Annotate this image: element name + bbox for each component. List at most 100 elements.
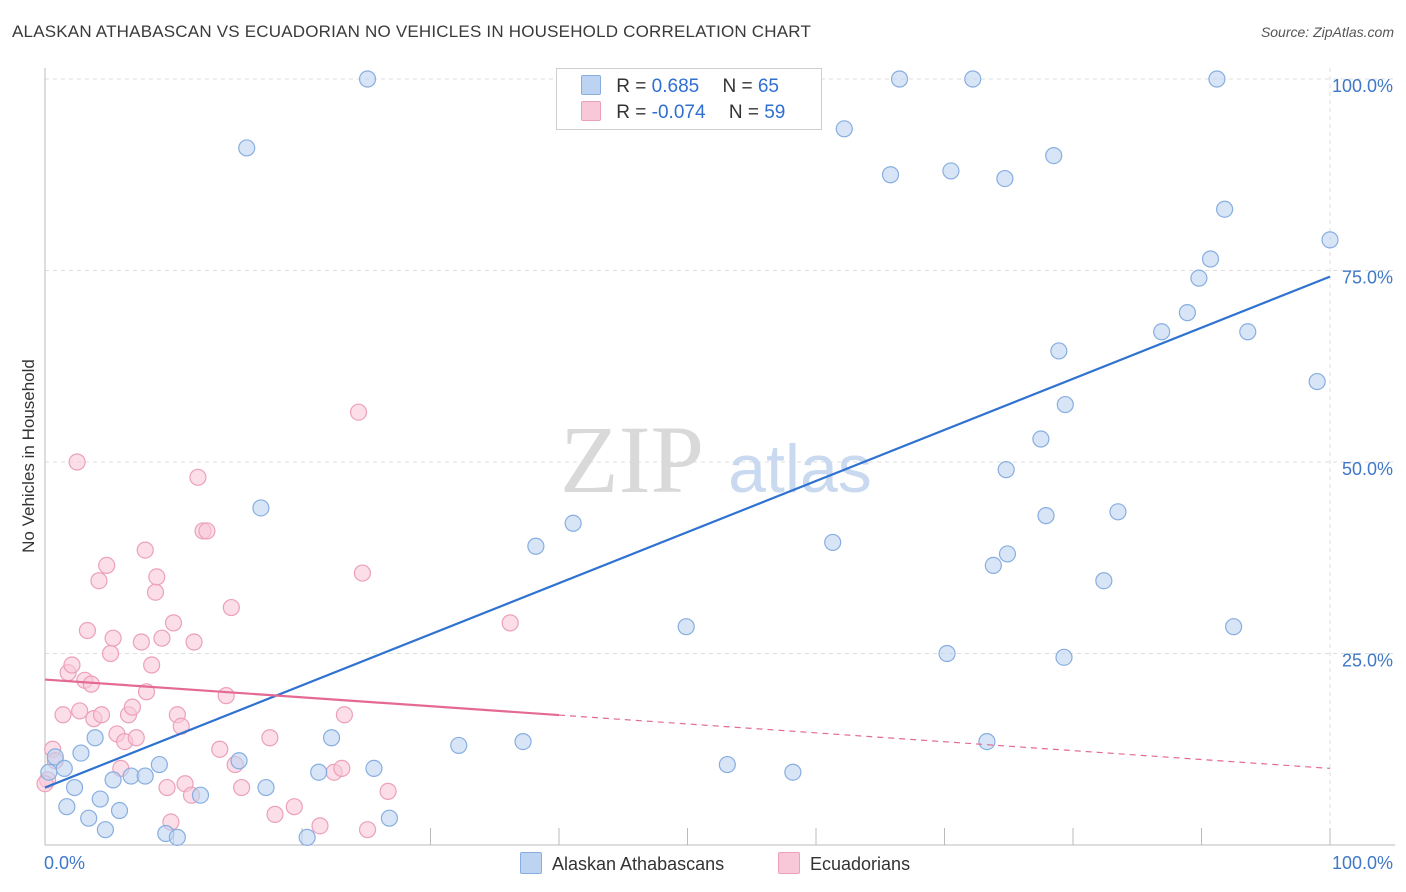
athabascan-point bbox=[322, 729, 341, 747]
ecuadorian-point bbox=[211, 740, 229, 758]
legend-r-value: -0.074 bbox=[651, 102, 706, 123]
ecuadorian-point bbox=[233, 778, 251, 797]
ecuadorian-point bbox=[153, 629, 171, 647]
athabascan-point bbox=[298, 828, 316, 846]
athabascan-point bbox=[1208, 70, 1226, 88]
athabascan-point bbox=[365, 759, 383, 778]
ecuadorian-point bbox=[501, 614, 519, 632]
watermark: ZIP atlas bbox=[560, 406, 872, 513]
athabascan-point bbox=[784, 763, 802, 781]
ecuadorian-point bbox=[185, 633, 203, 651]
ecuadorian-point bbox=[217, 687, 235, 705]
ecuadorian-point bbox=[143, 656, 161, 674]
athabascan-point bbox=[238, 139, 256, 157]
athabascan-point bbox=[938, 644, 956, 663]
y-tick-label: 100.0% bbox=[1332, 76, 1393, 96]
bottom-legend-ecuadorian: Ecuadorians bbox=[778, 852, 910, 875]
ecuadorian-point bbox=[158, 778, 176, 797]
bottom-legend-label: Alaskan Athabascans bbox=[552, 854, 725, 874]
athabascan-point bbox=[1055, 648, 1073, 666]
ecuadorian-point bbox=[146, 583, 165, 601]
athabascan-point bbox=[564, 514, 582, 532]
bottom-legend-swatch-blue bbox=[520, 852, 542, 874]
bottom-legend-label: Ecuadorians bbox=[810, 854, 911, 874]
athabascan-point bbox=[1201, 250, 1220, 268]
athabascan-point bbox=[310, 763, 328, 781]
bottom-legend-athabascan: Alaskan Athabascans bbox=[520, 852, 724, 875]
ecuadorian-point bbox=[189, 468, 207, 486]
legend-row-ecuadorian: R = -0.074 N = 59 bbox=[581, 101, 785, 125]
athabascan-point bbox=[150, 755, 168, 774]
ecuadorian-point bbox=[358, 821, 377, 839]
chart-title: ALASKAN ATHABASCAN VS ECUADORIAN NO VEHI… bbox=[12, 22, 812, 41]
ecuadorian-point bbox=[222, 598, 240, 617]
y-axis-title: No Vehicles in Household bbox=[19, 359, 38, 553]
legend-swatch-blue bbox=[581, 75, 601, 95]
athabascan-point bbox=[997, 461, 1015, 479]
athabascan-point bbox=[168, 828, 186, 846]
athabascan-point bbox=[890, 70, 909, 88]
legend-n-value: 59 bbox=[764, 102, 786, 123]
athabascan-point bbox=[46, 748, 64, 766]
athabascan-point bbox=[1056, 395, 1074, 414]
ecuadorian-point bbox=[335, 706, 354, 724]
athabascan-point bbox=[191, 786, 210, 804]
athabascan-point bbox=[55, 759, 73, 778]
legend-n-value: 65 bbox=[757, 76, 779, 97]
athabascan-point bbox=[110, 801, 129, 820]
x-tick-label: 0.0% bbox=[44, 853, 85, 873]
y-tick-label: 50.0% bbox=[1342, 459, 1393, 479]
ecuadorian-point bbox=[68, 453, 86, 471]
athabascan-point bbox=[1239, 323, 1257, 341]
ecuadorian-points bbox=[36, 403, 519, 839]
athabascan-point bbox=[65, 778, 84, 797]
bottom-legend-swatch-pink bbox=[778, 852, 800, 874]
athabascan-point bbox=[527, 537, 545, 555]
ecuadorian-point bbox=[136, 541, 154, 559]
athabascan-point bbox=[86, 729, 104, 747]
athabascan-point bbox=[1045, 147, 1063, 165]
athabascan-point bbox=[1216, 200, 1234, 218]
x-tick-label: 100.0% bbox=[1332, 853, 1393, 873]
athabascan-point bbox=[40, 763, 58, 781]
athabascan-point bbox=[718, 755, 736, 774]
athabascan-point bbox=[380, 809, 398, 827]
trend-line-solid bbox=[44, 678, 560, 717]
legend-n-label: N = bbox=[728, 102, 765, 123]
legend-n-label: N = bbox=[722, 76, 758, 97]
ecuadorian-point bbox=[92, 706, 111, 724]
athabascan-point bbox=[1308, 372, 1326, 391]
ecuadorian-point bbox=[78, 621, 97, 640]
y-tick-label: 25.0% bbox=[1342, 651, 1393, 671]
athabascan-point bbox=[1153, 323, 1171, 341]
athabascan-point bbox=[136, 767, 154, 785]
athabascan-point bbox=[942, 162, 960, 180]
ecuadorian-point bbox=[198, 522, 216, 540]
legend-row-athabascan: R = 0.685 N = 65 bbox=[581, 75, 779, 99]
ecuadorian-point bbox=[285, 798, 303, 816]
ecuadorian-point bbox=[266, 805, 284, 823]
trend-line-dashed bbox=[558, 714, 1331, 769]
ecuadorian-point bbox=[349, 403, 368, 421]
ecuadorian-point bbox=[98, 556, 116, 575]
watermark-zip: ZIP bbox=[560, 406, 704, 513]
ecuadorian-point bbox=[148, 568, 166, 586]
athabascan-point bbox=[1321, 231, 1339, 249]
legend-r-value: 0.685 bbox=[651, 76, 700, 97]
ecuadorian-point bbox=[379, 782, 397, 800]
athabascan-point bbox=[1225, 618, 1243, 636]
axes-layer bbox=[44, 68, 1395, 846]
y-tick-label: 75.0% bbox=[1342, 268, 1393, 288]
ecuadorian-point bbox=[127, 729, 145, 747]
ecuadorian-point bbox=[311, 817, 329, 835]
ecuadorian-point bbox=[101, 644, 120, 663]
ecuadorian-point bbox=[54, 706, 72, 724]
ecuadorian-point bbox=[353, 564, 371, 582]
athabascan-point bbox=[677, 618, 695, 636]
legend-r-label: R = bbox=[616, 76, 652, 97]
tick-labels: 25.0% 50.0% 75.0% 100.0% 0.0% 100.0% bbox=[44, 76, 1393, 873]
athabascan-point bbox=[1095, 572, 1113, 590]
stats-legend: R = 0.685 N = 65 R = -0.074 N = 59 bbox=[556, 68, 822, 130]
athabascan-point bbox=[996, 169, 1014, 188]
